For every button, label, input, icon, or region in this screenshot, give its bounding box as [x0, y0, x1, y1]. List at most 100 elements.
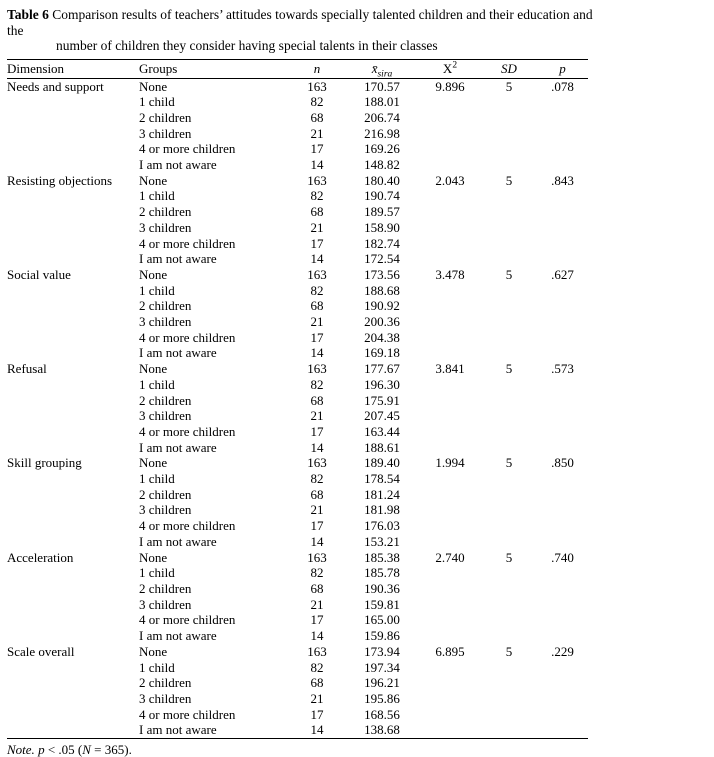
table-row: 3 children 21 159.81: [7, 597, 588, 613]
sd-cell: [481, 675, 537, 691]
chi-square-cell: [419, 707, 481, 723]
p-cell: [537, 565, 588, 581]
header-chi-square: X2: [419, 59, 481, 78]
n-cell: 163: [307, 643, 327, 659]
table-row: I am not aware 14 159.86: [7, 628, 588, 644]
table-row: 2 children 68 196.21: [7, 675, 588, 691]
mean-cell: 195.86: [364, 690, 400, 706]
n-cell: 82: [310, 94, 324, 110]
table-number: Table 6: [7, 7, 49, 22]
p-cell: [537, 471, 588, 487]
header-n: n: [313, 60, 321, 76]
chi-square-cell: [419, 393, 481, 409]
chi-square-cell: 9.896: [435, 78, 465, 94]
mean-cell: 180.40: [364, 172, 400, 188]
sd-cell: [481, 628, 537, 644]
chi-square-cell: [419, 157, 481, 173]
n-cell: 14: [310, 345, 324, 361]
sd-cell: [481, 188, 537, 204]
p-cell: [537, 126, 588, 142]
mean-cell: 173.94: [364, 643, 400, 659]
n-cell: 68: [310, 298, 324, 314]
p-cell: [537, 722, 588, 738]
table-row: 3 children 21 158.90: [7, 220, 588, 236]
mean-cell: 207.45: [364, 408, 400, 424]
sd-cell: [481, 157, 537, 173]
mean-cell: 175.91: [364, 392, 400, 408]
dimension-cell: [7, 707, 139, 723]
p-cell: [537, 188, 588, 204]
mean-cell: 188.01: [364, 94, 400, 110]
n-cell: 14: [310, 251, 324, 267]
table-title-line2: number of children they consider having …: [56, 38, 438, 53]
p-cell: .740: [551, 549, 574, 565]
sd-cell: 5: [505, 78, 513, 94]
sd-cell: [481, 534, 537, 550]
mean-cell: 173.56: [364, 266, 400, 282]
group-cell: I am not aware: [139, 722, 217, 738]
group-cell: 4 or more children: [139, 706, 236, 722]
note-n-symbol: N: [82, 742, 91, 757]
n-cell: 21: [310, 314, 324, 330]
group-cell: None: [139, 78, 168, 94]
mean-cell: 206.74: [364, 109, 400, 125]
n-cell: 17: [310, 141, 324, 157]
table-row: 1 child 82 178.54: [7, 471, 588, 487]
dimension-cell: [7, 94, 139, 110]
p-cell: [537, 440, 588, 456]
dimension-cell: [7, 581, 139, 597]
chi-square-cell: [419, 251, 481, 267]
table-title-line1: Table 6 Comparison results of teachers’ …: [7, 7, 607, 38]
dimension-cell: Acceleration: [7, 549, 74, 565]
mean-cell: 185.38: [364, 549, 400, 565]
sd-cell: [481, 581, 537, 597]
table-row: 2 children 68 189.57: [7, 204, 588, 220]
p-cell: [537, 220, 588, 236]
dimension-cell: [7, 298, 139, 314]
p-cell: .078: [551, 78, 574, 94]
group-cell: 1 child: [139, 565, 175, 581]
mean-cell: 216.98: [364, 125, 400, 141]
mean-cell: 158.90: [364, 219, 400, 235]
dimension-cell: [7, 518, 139, 534]
chi-square-cell: 6.895: [435, 643, 465, 659]
n-cell: 21: [310, 690, 324, 706]
group-cell: 3 children: [139, 690, 192, 706]
group-cell: I am not aware: [139, 628, 217, 644]
chi-square-cell: [419, 487, 481, 503]
table-row: 2 children 68 175.91: [7, 393, 588, 409]
group-cell: 2 children: [139, 204, 192, 220]
p-cell: [537, 675, 588, 691]
group-cell: 3 children: [139, 125, 192, 141]
mean-cell: 168.56: [364, 706, 400, 722]
mean-cell: 185.78: [364, 565, 400, 581]
sd-cell: [481, 298, 537, 314]
table-row: 4 or more children 17 169.26: [7, 141, 588, 157]
chi-square-cell: [419, 675, 481, 691]
n-cell: 82: [310, 565, 324, 581]
table-row: I am not aware 14 169.18: [7, 345, 588, 361]
p-cell: [537, 581, 588, 597]
sd-cell: [481, 204, 537, 220]
sd-cell: 5: [505, 643, 513, 659]
p-cell: [537, 330, 588, 346]
mean-cell: 153.21: [364, 533, 400, 549]
n-cell: 17: [310, 706, 324, 722]
comparison-table: Dimension Groups n x̄sira X2 SD p Needs …: [7, 58, 588, 740]
mean-cell: 190.36: [364, 581, 400, 596]
chi-square-cell: [419, 330, 481, 346]
mean-cell: 163.44: [364, 423, 400, 439]
table-row: 1 child 82 196.30: [7, 377, 588, 393]
sd-cell: [481, 283, 537, 299]
dimension-cell: [7, 188, 139, 204]
sd-cell: [481, 345, 537, 361]
sd-cell: [481, 94, 537, 110]
mean-cell: 178.54: [364, 471, 400, 487]
mean-cell: 172.54: [364, 251, 400, 267]
chi-square-cell: [419, 691, 481, 707]
n-cell: 14: [310, 722, 324, 738]
chi-square-cell: [419, 236, 481, 252]
p-cell: .573: [551, 361, 574, 377]
dimension-cell: [7, 612, 139, 628]
chi-square-cell: [419, 220, 481, 236]
